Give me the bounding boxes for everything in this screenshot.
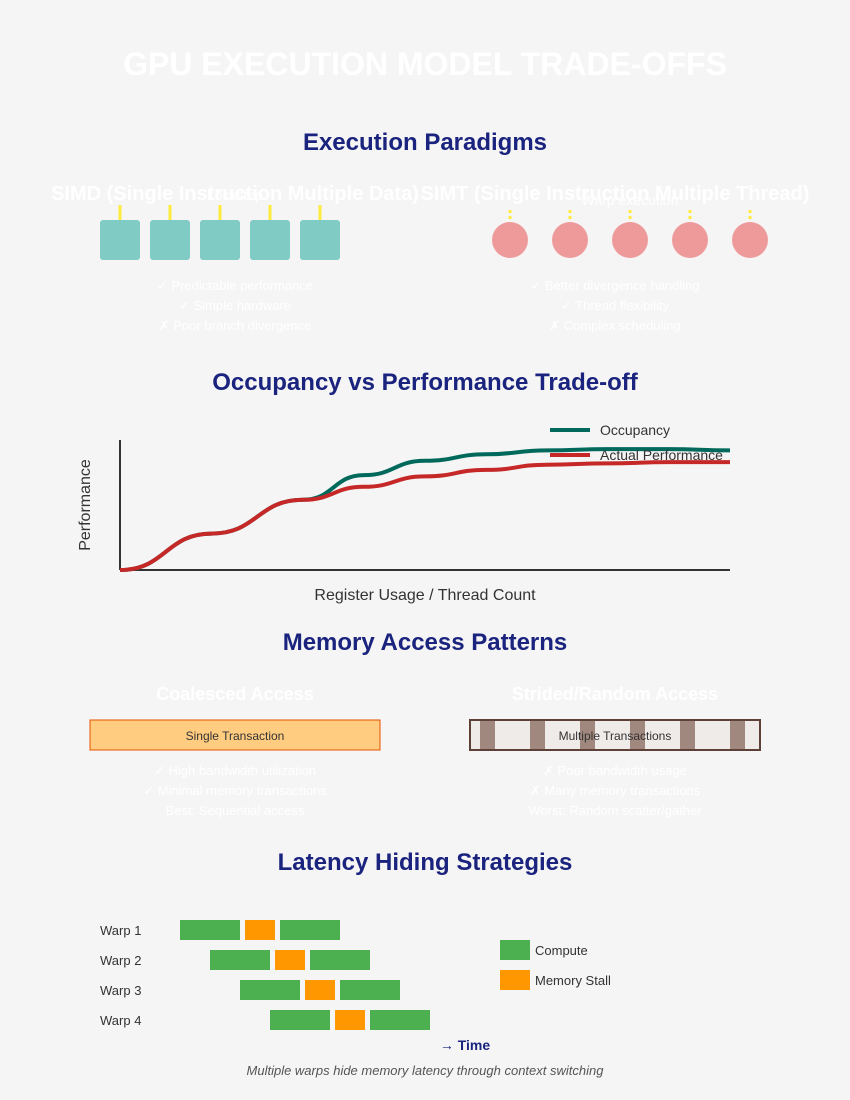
legend-label-performance: Actual Performance [600,447,723,463]
main-title: GPU EXECUTION MODEL TRADE-OFFS [123,46,727,82]
latency-legend: Compute Memory Stall [500,940,611,990]
chart-legend: Occupancy Actual Performance [550,422,723,463]
simd-subtitle: Lockstep [207,187,263,203]
simt-thread [492,222,528,258]
coalesced-label: Single Transaction [186,729,285,743]
strided-panel: Strided/Random Access Multiple Transacti… [469,684,761,818]
occupancy-chart: Register Usage / Thread Count Performanc… [77,422,731,604]
coalesced-bullet-3: Best: Sequential access [166,803,305,818]
warp-label: Warp 2 [100,953,141,968]
strided-blocks [480,721,745,749]
compute-segment [280,920,340,940]
coalesced-title: Coalesced Access [156,684,313,704]
simt-thread [612,222,648,258]
simd-bullet-3: ✗ Poor branch divergence [159,318,312,333]
strided-title: Strided/Random Access [512,684,718,704]
strided-memory-block [480,721,495,749]
simt-thread [552,222,588,258]
strided-bullet-1: ✗ Poor bandwidth usage [543,763,687,778]
occupancy-heading: Occupancy vs Performance Trade-off [212,369,638,396]
simd-lane [300,220,340,260]
strided-memory-block [730,721,745,749]
stall-segment [335,1010,365,1030]
latency-caption: Multiple warps hide memory latency throu… [247,1063,605,1078]
simd-lane [100,220,140,260]
simd-lane [150,220,190,260]
compute-segment [210,950,270,970]
simd-bullet-2: ✓ Simple hardware [179,298,291,313]
memory-heading: Memory Access Patterns [283,629,568,656]
strided-label: Multiple Transactions [559,729,672,743]
warp-label: Warp 1 [100,923,141,938]
series-line-occupancy [119,447,731,572]
compute-segment [240,980,300,1000]
series-line-performance [119,460,730,572]
simt-bullet-1: ✓ Better divergence handling [530,278,699,293]
legend-label-stall: Memory Stall [535,973,611,988]
coalesced-bullet-2: ✓ Minimal memory transactions [143,783,327,798]
strided-memory-block [680,721,695,749]
compute-segment [270,1010,330,1030]
coalesced-panel: Coalesced Access Single Transaction ✓ Hi… [89,684,381,818]
legend-label-occupancy: Occupancy [600,422,670,438]
simd-title: SIMD (Single Instruction Multiple Data) [51,183,419,205]
strided-memory-block [630,721,645,749]
compute-segment [340,980,400,1000]
stall-segment [245,920,275,940]
simt-thread [732,222,768,258]
time-label: → Time [440,1037,491,1053]
legend-swatch-stall [500,970,530,990]
coalesced-transaction-bar [89,719,381,751]
stall-segment [305,980,335,1000]
simt-thread [672,222,708,258]
compute-segment [310,950,370,970]
simt-title: SIMT (Single Instruction Multiple Thread… [421,183,810,205]
coalesced-bullet-1: ✓ High bandwidth utilization [154,763,316,778]
warp-timeline: Warp 1 Warp 2 Warp 3 Warp 4 [100,920,430,1030]
simt-subtitle: Warp execution [582,192,679,208]
simd-bullet-1: ✓ Predictable performance [157,278,313,293]
legend-swatch-compute [500,940,530,960]
simd-lane [200,220,240,260]
simt-threads [492,210,768,258]
strided-transaction-bar [469,719,761,751]
strided-bullet-2: ✗ Many memory transactions [530,783,701,798]
simt-bullet-3: ✗ Complex scheduling [549,318,681,333]
stall-segment [275,950,305,970]
simt-bullet-2: ✓ Thread flexibility [561,298,670,313]
strided-memory-block [580,721,595,749]
simd-lanes [100,205,340,260]
legend-label-compute: Compute [535,943,588,958]
compute-segment [370,1010,430,1030]
warp-label: Warp 4 [100,1013,141,1028]
compute-segment [180,920,240,940]
strided-bullet-3: Worst: Random scatter/gather [528,803,702,818]
simd-panel: SIMD (Single Instruction Multiple Data) … [51,183,419,333]
latency-heading: Latency Hiding Strategies [278,849,573,876]
warp-label: Warp 3 [100,983,141,998]
y-axis-label: Performance [77,459,94,551]
x-axis-label: Register Usage / Thread Count [314,587,536,604]
strided-memory-block [530,721,545,749]
simt-panel: SIMT (Single Instruction Multiple Thread… [421,183,810,333]
simd-lane [250,220,290,260]
paradigms-heading: Execution Paradigms [303,129,547,156]
